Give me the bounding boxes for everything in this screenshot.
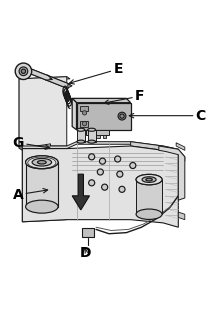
Polygon shape	[178, 212, 185, 220]
Polygon shape	[88, 130, 95, 142]
Text: A: A	[13, 188, 48, 202]
Circle shape	[89, 180, 95, 186]
Polygon shape	[22, 146, 178, 227]
Polygon shape	[86, 130, 109, 135]
Ellipse shape	[77, 128, 85, 131]
Polygon shape	[136, 180, 162, 214]
Polygon shape	[77, 130, 85, 142]
Polygon shape	[159, 146, 185, 200]
Ellipse shape	[26, 156, 58, 169]
Polygon shape	[72, 98, 131, 103]
Text: G: G	[13, 136, 50, 150]
Polygon shape	[68, 84, 72, 88]
Polygon shape	[26, 162, 58, 207]
Circle shape	[19, 67, 28, 76]
Circle shape	[119, 186, 125, 192]
Polygon shape	[72, 174, 90, 210]
Circle shape	[102, 184, 108, 190]
Polygon shape	[22, 149, 67, 222]
Text: C: C	[129, 109, 206, 123]
Polygon shape	[72, 98, 77, 130]
Circle shape	[15, 63, 32, 80]
Circle shape	[97, 169, 103, 175]
Circle shape	[99, 158, 106, 164]
Ellipse shape	[88, 128, 95, 131]
FancyBboxPatch shape	[80, 121, 89, 127]
Ellipse shape	[77, 140, 85, 143]
Ellipse shape	[37, 161, 46, 164]
Polygon shape	[77, 103, 131, 130]
Polygon shape	[96, 135, 100, 138]
Ellipse shape	[26, 200, 58, 213]
Ellipse shape	[136, 174, 162, 185]
Ellipse shape	[88, 140, 95, 143]
Ellipse shape	[142, 177, 156, 183]
Polygon shape	[131, 142, 185, 161]
Polygon shape	[176, 143, 185, 150]
Ellipse shape	[32, 158, 52, 166]
Text: F: F	[104, 89, 145, 104]
Polygon shape	[19, 79, 22, 150]
Polygon shape	[22, 142, 178, 151]
Circle shape	[130, 162, 136, 169]
Circle shape	[120, 114, 124, 118]
Polygon shape	[19, 77, 70, 81]
Circle shape	[21, 69, 26, 73]
Polygon shape	[82, 228, 94, 238]
Text: D: D	[79, 246, 91, 260]
Polygon shape	[19, 77, 67, 148]
Circle shape	[118, 112, 126, 120]
Circle shape	[89, 154, 95, 160]
Circle shape	[115, 156, 121, 162]
Ellipse shape	[136, 174, 162, 185]
Circle shape	[117, 171, 123, 177]
Text: E: E	[70, 62, 123, 84]
Polygon shape	[27, 68, 70, 89]
Ellipse shape	[26, 156, 58, 169]
Ellipse shape	[146, 178, 152, 181]
Circle shape	[82, 121, 87, 126]
FancyBboxPatch shape	[80, 106, 89, 111]
Polygon shape	[102, 135, 106, 138]
Ellipse shape	[136, 209, 162, 219]
Polygon shape	[90, 135, 93, 138]
Circle shape	[82, 111, 87, 115]
